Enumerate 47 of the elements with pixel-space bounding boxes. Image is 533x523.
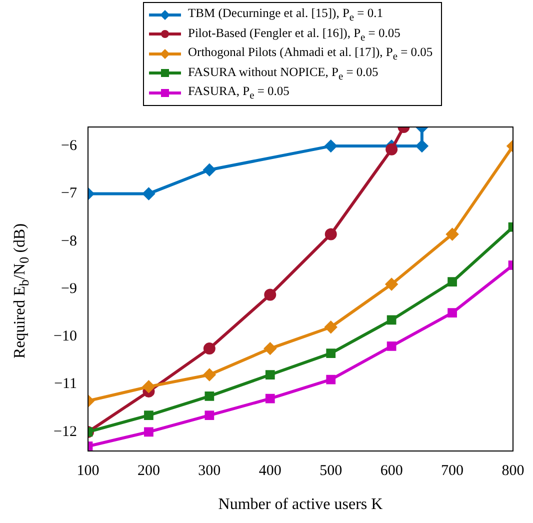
point <box>144 427 154 437</box>
x-tick-label: 100 <box>76 462 100 479</box>
point <box>203 164 216 176</box>
point <box>204 410 214 420</box>
x-tick-label: 500 <box>320 462 342 479</box>
point <box>203 342 216 355</box>
point <box>264 288 276 301</box>
point <box>448 277 457 287</box>
x-tick-label: 300 <box>198 462 221 479</box>
point <box>204 392 214 401</box>
x-tick-label: 600 <box>380 462 403 479</box>
point <box>386 278 398 290</box>
y-tick-label: −12 <box>54 424 77 440</box>
point <box>324 321 337 334</box>
x-tick-label: 400 <box>258 462 282 479</box>
y-tick-label: −7 <box>61 186 78 202</box>
point <box>265 394 275 404</box>
point <box>386 341 396 351</box>
x-axis-title: Number of active users K <box>217 496 384 514</box>
point <box>448 308 457 318</box>
x-tick-label: 800 <box>502 462 524 479</box>
point <box>265 370 275 380</box>
point <box>142 188 155 200</box>
point <box>386 315 396 325</box>
y-tick-label: −8 <box>61 233 77 250</box>
legend-label: FASURA without NOPICE, P$_{e}$ = 0.05 <box>188 64 378 82</box>
x-tick-label: 700 <box>441 462 464 479</box>
y-tick-label: −6 <box>61 138 78 154</box>
point <box>144 410 154 420</box>
point <box>324 140 337 152</box>
point <box>416 140 428 152</box>
point <box>326 374 336 384</box>
point <box>203 368 216 381</box>
legend-label: Pilot-Based (Fengler et al. [16]), P$_{e}$ = 0.05 <box>188 26 400 43</box>
x-tick-label: 200 <box>137 462 160 479</box>
y-tick-label: −9 <box>61 280 77 297</box>
point <box>386 143 398 156</box>
legend-label: Orthogonal Pilots (Ahmadi et al. [17]), P$_{e}$ = 0.05 <box>188 45 433 62</box>
point <box>324 228 337 240</box>
legend-label: TBM (Decurninge et al. [15]), P$_{e}$ = 0.1 <box>188 6 383 24</box>
point <box>264 342 276 355</box>
point <box>326 348 336 358</box>
point <box>142 380 155 393</box>
y-tick-label: −10 <box>54 328 77 345</box>
y-tick-label: −11 <box>54 376 77 392</box>
point <box>446 228 458 240</box>
legend-label: FASURA, P$_{e}$ = 0.05 <box>188 84 290 102</box>
